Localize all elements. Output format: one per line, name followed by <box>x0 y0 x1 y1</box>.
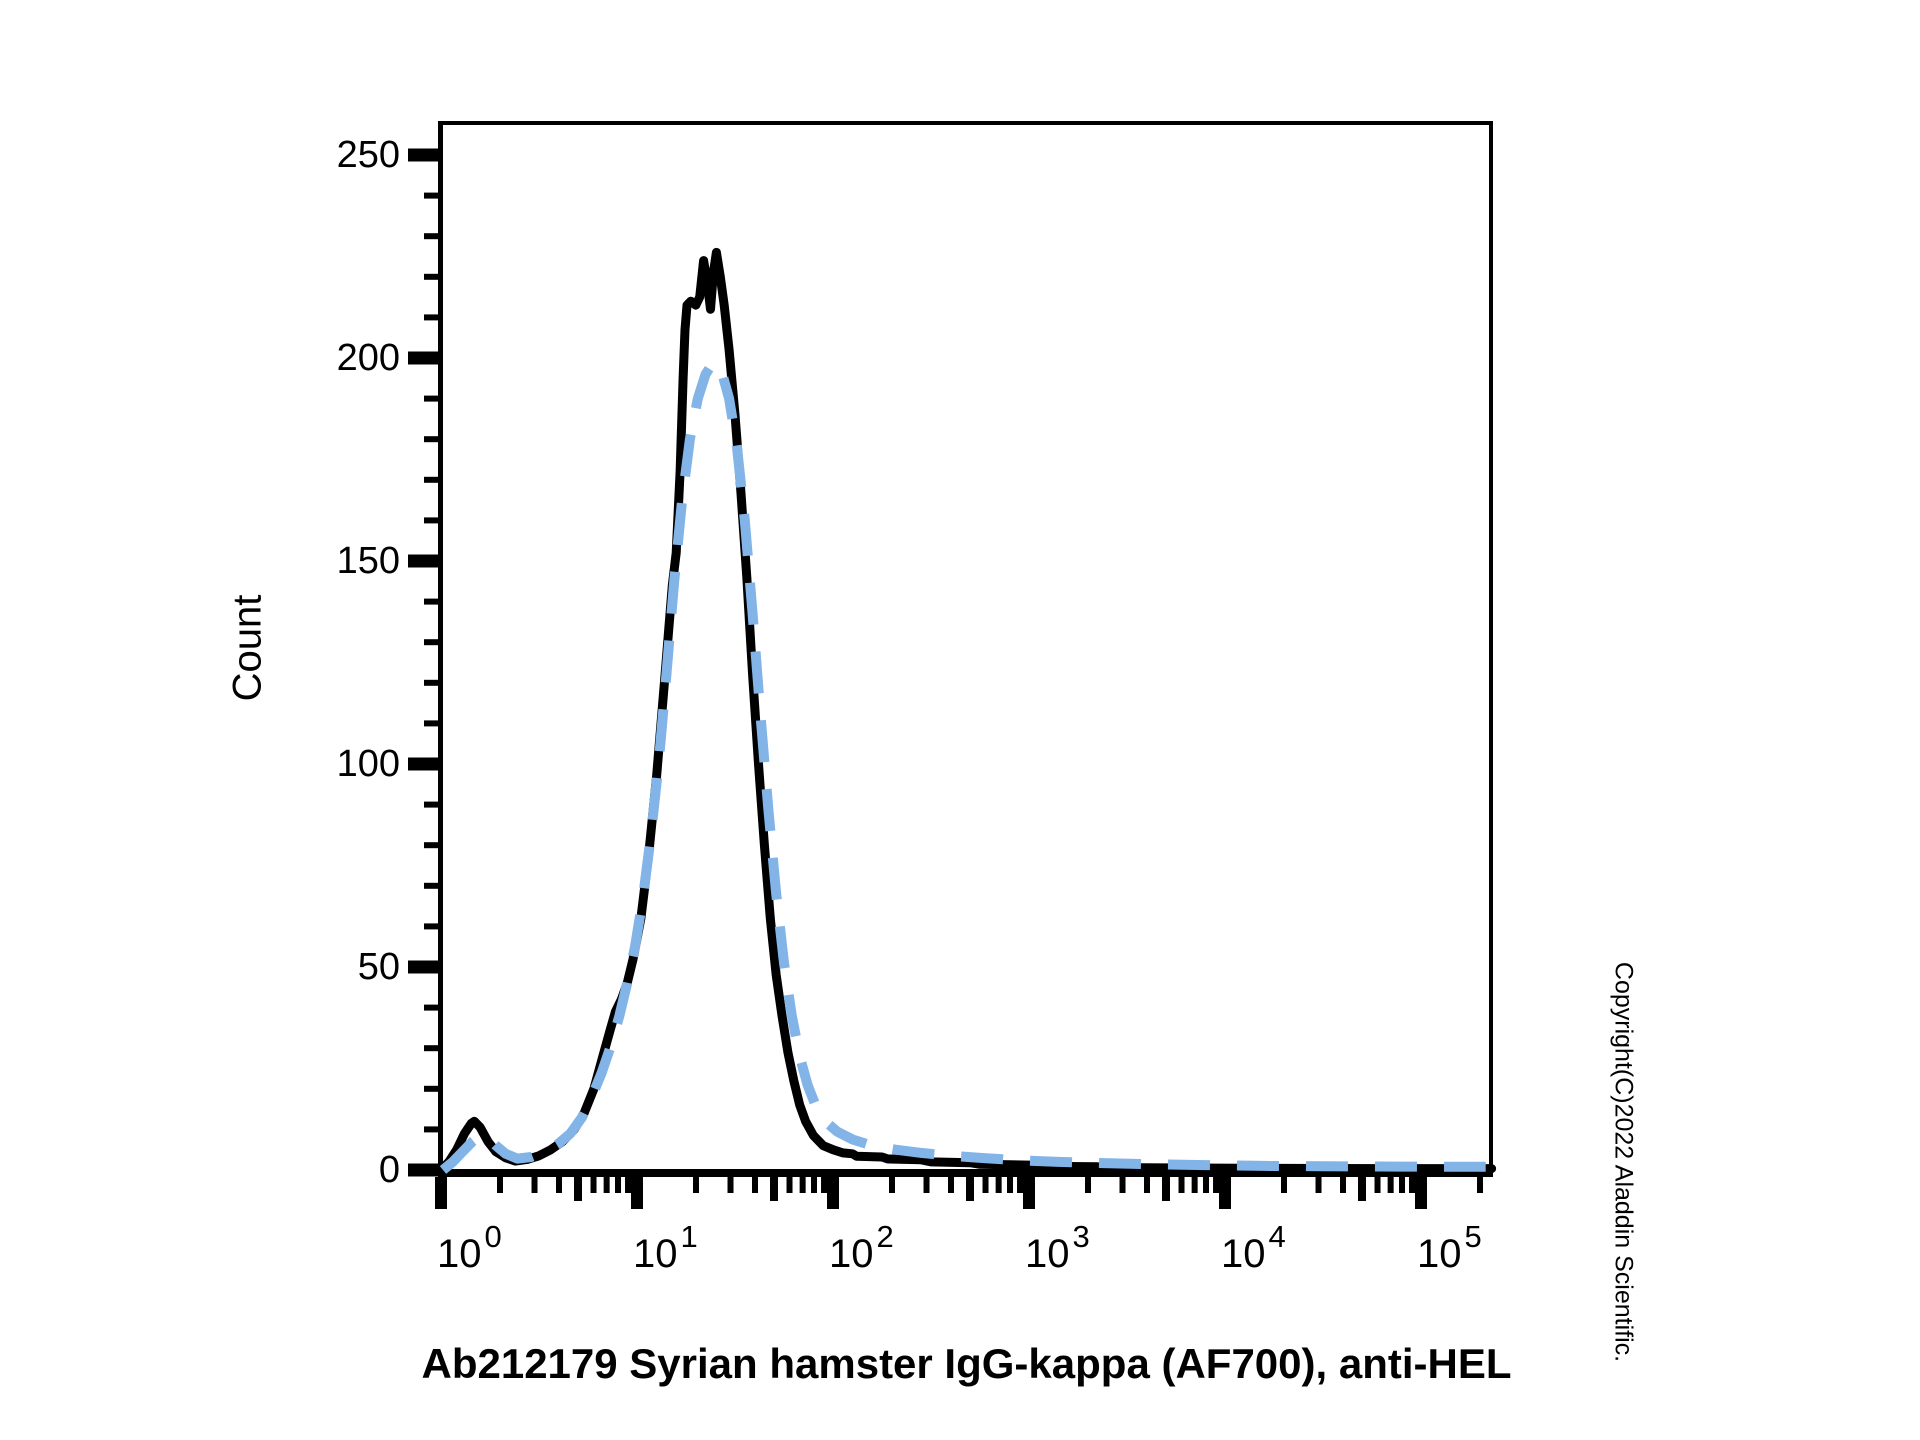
x-tick-label-10e2: 102 <box>829 1219 894 1276</box>
x-minor-tick <box>1007 1177 1014 1193</box>
y-minor-tick <box>424 882 440 889</box>
x-minor-tick <box>556 1177 563 1193</box>
y-minor-tick <box>424 598 440 605</box>
x-minor-tick <box>603 1177 610 1193</box>
x-minor-tick <box>1017 1177 1024 1193</box>
x-major-tick <box>435 1177 447 1209</box>
y-minor-tick <box>424 517 440 524</box>
y-major-tick <box>408 1163 440 1177</box>
series-curve-0 <box>436 247 1497 1175</box>
x-minor-tick <box>497 1177 504 1193</box>
x-tick-label-10e0: 100 <box>437 1219 502 1276</box>
x-medium-tick <box>965 1177 974 1201</box>
y-minor-tick <box>424 801 440 808</box>
x-major-tick <box>827 1177 839 1209</box>
x-minor-tick <box>1213 1177 1220 1193</box>
y-minor-tick <box>424 476 440 483</box>
y-major-tick <box>408 554 440 568</box>
y-major-tick <box>408 351 440 365</box>
x-axis-line <box>438 1169 1493 1177</box>
x-tick-label-10e5: 105 <box>1417 1219 1482 1276</box>
x-minor-tick <box>1144 1177 1151 1193</box>
x-medium-tick <box>1357 1177 1366 1201</box>
x-minor-tick <box>1477 1177 1484 1193</box>
x-minor-tick <box>1387 1177 1394 1193</box>
x-minor-tick <box>982 1177 989 1193</box>
x-major-tick <box>631 1177 643 1209</box>
copyright-text: Copyright(C)2022 Aladdin Scientific. <box>1609 961 1638 1363</box>
x-minor-tick <box>995 1177 1002 1193</box>
x-minor-tick <box>799 1177 806 1193</box>
x-medium-tick <box>573 1177 582 1201</box>
x-minor-tick <box>1203 1177 1210 1193</box>
y-major-tick <box>408 960 440 974</box>
y-tick-label-250: 250 <box>336 134 400 176</box>
y-minor-tick <box>424 1085 440 1092</box>
x-minor-tick <box>786 1177 793 1193</box>
series-curve-1 <box>439 357 1486 1174</box>
x-minor-tick <box>625 1177 632 1193</box>
y-tick-label-100: 100 <box>336 743 400 785</box>
x-minor-tick <box>948 1177 955 1193</box>
y-minor-tick <box>424 679 440 686</box>
y-minor-tick <box>424 273 440 280</box>
y-major-tick <box>408 148 440 162</box>
x-medium-tick <box>1161 1177 1170 1201</box>
x-minor-tick <box>693 1177 700 1193</box>
y-minor-tick <box>424 233 440 240</box>
x-minor-tick <box>811 1177 818 1193</box>
x-major-tick <box>1415 1177 1427 1209</box>
x-minor-tick <box>1191 1177 1198 1193</box>
y-minor-tick <box>424 1004 440 1011</box>
y-major-tick <box>408 757 440 771</box>
y-minor-tick <box>424 192 440 199</box>
y-axis-line <box>438 121 443 1177</box>
chart-title: Ab212179 Syrian hamster IgG-kappa (AF700… <box>421 1340 1512 1387</box>
y-minor-tick <box>424 842 440 849</box>
x-minor-tick <box>1315 1177 1322 1193</box>
x-minor-tick <box>752 1177 759 1193</box>
x-minor-tick <box>590 1177 597 1193</box>
y-minor-tick <box>424 1126 440 1133</box>
x-minor-tick <box>615 1177 622 1193</box>
x-minor-tick <box>531 1177 538 1193</box>
y-tick-label-50: 50 <box>357 946 400 988</box>
plot-box-right-border <box>1489 121 1493 1177</box>
x-minor-tick <box>1085 1177 1092 1193</box>
x-minor-tick <box>923 1177 930 1193</box>
x-minor-tick <box>1178 1177 1185 1193</box>
y-minor-tick <box>424 314 440 321</box>
y-minor-tick <box>424 720 440 727</box>
x-tick-label-10e4: 104 <box>1221 1219 1286 1276</box>
x-minor-tick <box>1374 1177 1381 1193</box>
x-minor-tick <box>1119 1177 1126 1193</box>
plot-box-top-border <box>438 121 1493 125</box>
y-minor-tick <box>424 395 440 402</box>
y-minor-tick <box>424 639 440 646</box>
y-tick-label-0: 0 <box>378 1149 400 1191</box>
y-minor-tick <box>424 1045 440 1052</box>
x-minor-tick <box>1399 1177 1406 1193</box>
x-minor-tick <box>727 1177 734 1193</box>
y-axis-title: Count <box>225 594 270 702</box>
x-tick-label-10e3: 103 <box>1025 1219 1090 1276</box>
x-medium-tick <box>769 1177 778 1201</box>
y-minor-tick <box>424 436 440 443</box>
x-minor-tick <box>1281 1177 1288 1193</box>
y-tick-label-150: 150 <box>336 540 400 582</box>
x-minor-tick <box>1409 1177 1416 1193</box>
x-minor-tick <box>889 1177 896 1193</box>
x-major-tick <box>1023 1177 1035 1209</box>
y-tick-label-200: 200 <box>336 337 400 379</box>
x-minor-tick <box>821 1177 828 1193</box>
y-minor-tick <box>424 923 440 930</box>
x-minor-tick <box>1340 1177 1347 1193</box>
x-tick-label-10e1: 101 <box>633 1219 698 1276</box>
x-major-tick <box>1219 1177 1231 1209</box>
